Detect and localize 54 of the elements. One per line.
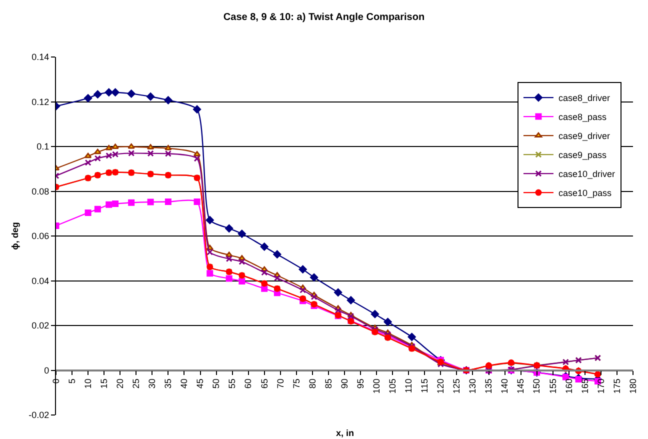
- x-tick-label: 180: [628, 378, 638, 394]
- x-tick-label: 115: [420, 378, 430, 393]
- y-tick-label: 0.06: [32, 231, 50, 242]
- y-tick-label: 0.1: [36, 142, 50, 152]
- x-tick-label: 100: [371, 378, 382, 394]
- x-tick-label: 160: [564, 378, 574, 394]
- x-tick-label: 30: [147, 378, 158, 389]
- legend-label: case9_pass: [558, 150, 607, 160]
- y-tick-label: 0.04: [32, 276, 50, 286]
- x-tick-label: 175: [612, 378, 622, 394]
- x-tick-label: 90: [339, 378, 350, 389]
- x-tick-label: 25: [131, 378, 142, 389]
- y-tick-label: 0: [44, 365, 50, 376]
- x-tick-label: 165: [580, 378, 590, 394]
- legend-label: case10_pass: [558, 188, 612, 198]
- x-tick-label: 130: [468, 378, 478, 394]
- x-tick-label: 125: [452, 378, 462, 394]
- x-tick-label: 20: [115, 378, 126, 389]
- y-tick-label: 0.08: [32, 186, 50, 196]
- chart-title: Case 8, 9 & 10: a) Twist Angle Comparison: [223, 12, 425, 24]
- x-tick-label: 145: [516, 378, 526, 394]
- x-tick-label: 150: [532, 378, 542, 394]
- x-tick-label: 135: [484, 378, 494, 394]
- x-tick-label: 10: [82, 378, 93, 389]
- y-tick-label: -0.02: [28, 410, 50, 420]
- x-tick-label: 65: [259, 378, 270, 389]
- x-tick-label: 55: [227, 378, 238, 389]
- x-tick-label: 75: [291, 378, 302, 389]
- x-tick-label: 50: [211, 378, 222, 389]
- legend-label: case9_driver: [558, 131, 610, 142]
- y-axis-title: ϕ, deg: [10, 222, 20, 250]
- x-tick-label: 110: [404, 378, 414, 393]
- x-tick-label: 85: [323, 378, 334, 389]
- x-tick-label: 120: [436, 378, 446, 394]
- x-tick-label: 80: [307, 378, 318, 389]
- x-tick-label: 155: [548, 378, 558, 394]
- x-tick-label: 60: [243, 378, 254, 389]
- y-tick-label: 0.02: [32, 320, 50, 331]
- x-tick-label: 40: [179, 378, 190, 389]
- x-tick-label: 70: [275, 378, 286, 389]
- legend-label: case10_driver: [558, 169, 615, 180]
- y-tick-label: 0.14: [32, 52, 50, 62]
- x-tick-label: 170: [596, 378, 606, 394]
- x-axis-title: x, in: [336, 428, 354, 438]
- x-tick-label: 140: [500, 378, 510, 394]
- x-tick-label: 45: [195, 378, 206, 389]
- x-tick-label: 15: [99, 378, 110, 389]
- x-tick-label: 35: [163, 378, 174, 389]
- x-tick-label: 5: [66, 378, 77, 384]
- legend-label: case8_driver: [558, 93, 610, 104]
- x-tick-label: 95: [355, 378, 366, 389]
- legend-label: case8_pass: [558, 112, 607, 122]
- y-tick-label: 0.12: [32, 96, 50, 107]
- x-tick-label: 105: [388, 378, 398, 394]
